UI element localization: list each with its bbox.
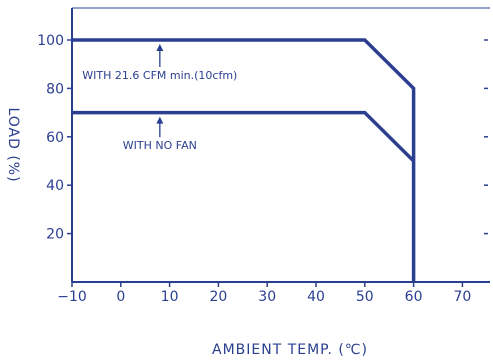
plot-frame [71,7,490,283]
x-tick-label: 70 [453,289,471,305]
y-axis-title: LOAD (%) [5,107,21,182]
annotation-label: WITH 21.6 CFM min.(10cfm) [82,69,237,82]
annotation-arrow-head [156,44,164,51]
annotation-arrow-head [156,116,164,124]
y-tick-label: 80 [46,81,64,97]
x-tick-label: 30 [258,289,276,305]
y-tick-label: 40 [46,178,64,194]
x-ticks: −10 0 10 20 30 40 50 60 70 [57,282,471,305]
annotation-layer: WITH 21.6 CFM min.(10cfm) WITH NO FAN [82,44,237,152]
x-tick-label: 20 [209,289,227,305]
annotation-label: WITH NO FAN [123,139,197,152]
series-layer [72,38,416,282]
right-axis-ticks [484,39,488,235]
y-tick-label: 100 [37,33,64,49]
series-line-with-fan [72,38,416,282]
x-tick-label: −10 [57,289,87,305]
x-tick-label: 0 [116,289,125,305]
y-tick-label: 60 [46,130,64,146]
series-line-no-fan [72,110,415,163]
x-tick-label: 60 [405,289,423,305]
y-ticks: 20 40 60 80 100 [37,33,72,243]
x-axis-title: AMBIENT TEMP. (℃) [212,342,368,358]
x-tick-label: 10 [161,289,179,305]
x-tick-label: 40 [307,289,325,305]
x-tick-label: 50 [356,289,374,305]
y-tick-label: 20 [46,227,64,243]
